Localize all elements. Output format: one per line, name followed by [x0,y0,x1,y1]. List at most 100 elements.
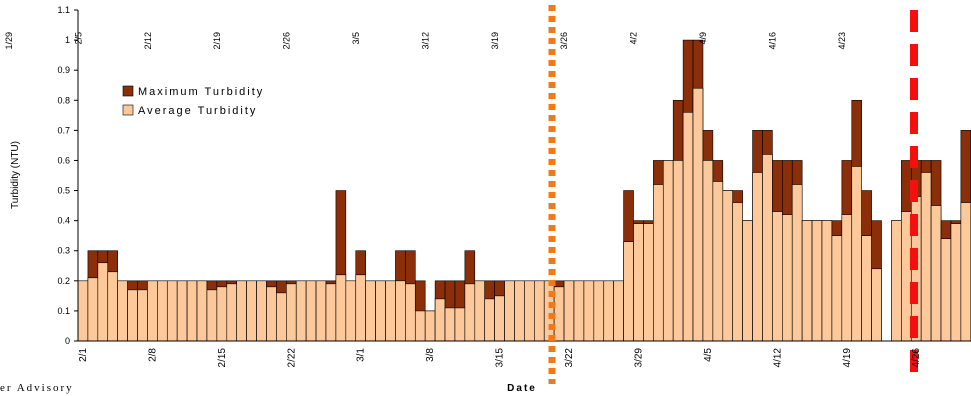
bar [524,280,535,342]
bar [127,289,138,342]
top-date-label: 4/2 [629,32,639,45]
bar [930,205,942,342]
bar [702,160,714,342]
bar [613,280,624,342]
top-date-label: 2/19 [212,32,222,50]
x-tick-label: 2/8 [147,348,158,362]
x-tick-label: 4/19 [842,348,853,368]
bar [147,280,158,342]
legend-swatch [122,104,134,116]
top-date-label: 4/16 [767,32,777,50]
bar [196,280,208,342]
top-date-label: 4/23 [837,32,847,50]
bar [375,280,386,342]
bar [950,223,962,342]
y-tick-label: 0.7 [57,125,70,135]
footer-text: er Advisory [0,382,74,394]
x-tick-label: 2/1 [78,348,89,362]
y-tick-label: 0.9 [57,65,70,75]
bar [633,223,644,342]
y-tick-label: 0 [65,336,70,346]
bar [464,283,476,342]
bar [414,310,426,342]
bar [514,280,525,342]
bar [583,280,595,342]
bar [891,220,902,342]
bar [732,202,743,342]
bar [226,283,238,342]
y-tick-label: 1 [65,35,70,45]
bar [920,172,932,342]
y-axis-title: Turbidity (NTU) [10,141,21,209]
x-tick-label: 2/22 [286,348,297,368]
bar [335,274,347,342]
bar [851,166,862,342]
bar [315,280,327,342]
top-date-label: 3/26 [559,32,569,50]
top-date-label: 2/5 [73,32,83,45]
bar [256,280,267,342]
bar [960,202,971,342]
bar [722,190,734,342]
x-tick-label: 3/8 [425,348,436,362]
x-tick-label: 3/15 [495,348,506,368]
bar [77,280,89,342]
x-tick-label: 4/5 [703,348,714,362]
bar [385,280,396,342]
bar [434,298,446,342]
bar [752,172,763,342]
bar [157,280,168,342]
bar [692,87,704,342]
bar [672,160,684,342]
bar [107,271,118,342]
y-tick-label: 1.1 [57,5,70,15]
bar [504,280,515,342]
top-date-label: 2/12 [143,32,153,50]
bar [811,220,823,342]
x-tick-label: 3/1 [356,348,367,362]
legend-swatch [122,85,134,97]
bar [444,307,456,342]
top-date-label: 1/29 [4,32,14,50]
bar [365,280,376,342]
bar [534,280,545,342]
bar [395,280,406,342]
bar [861,235,872,342]
top-date-label: 2/26 [282,32,292,50]
bar [117,280,128,342]
bar [841,214,853,342]
y-tick-label: 0.6 [57,155,70,165]
bar [216,286,228,342]
bar [563,280,575,342]
bar [305,280,317,342]
bar [295,280,307,342]
bar [494,295,505,342]
bar [553,286,565,342]
bar [246,280,257,342]
bar [236,280,247,342]
bar [405,283,416,342]
bar [593,280,605,342]
top-date-label: 3/19 [490,32,500,50]
top-date-label: 4/9 [698,32,708,45]
bar [662,160,674,342]
x-tick-label: 4/12 [772,348,783,368]
y-tick-label: 0.8 [57,95,70,105]
bar [940,238,952,342]
bar [345,280,357,342]
bar [831,235,843,342]
bar [772,211,783,342]
bar [742,220,753,342]
y-tick-label: 0.5 [57,186,70,196]
bar [186,280,198,342]
bar [176,280,188,342]
bar [166,280,178,342]
bar [137,289,148,342]
bar [871,268,882,342]
bar [782,214,793,342]
bar [543,280,555,342]
top-date-label: 3/12 [420,32,430,50]
y-tick-label: 0.1 [57,306,70,316]
x-tick-label: 4/26 [911,348,922,368]
